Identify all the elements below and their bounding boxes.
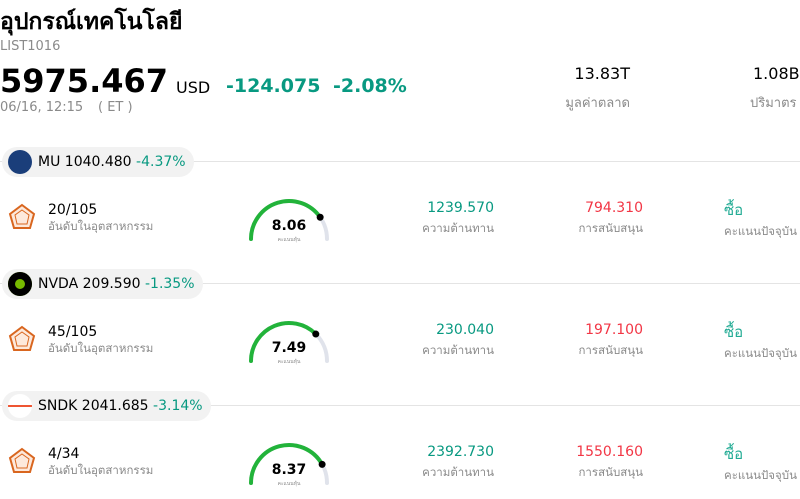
gauge-fill <box>249 443 325 485</box>
currency: USD <box>176 78 211 97</box>
rating: ซื้อ <box>724 445 744 463</box>
rank-icon-shape <box>8 325 36 351</box>
score-gauge: 8.37 คะแนนหุ้น <box>249 443 329 487</box>
rank-icon-shape <box>8 447 36 473</box>
resistance: 2392.730 <box>427 444 494 460</box>
support-label: การสนับสนุน <box>578 465 643 479</box>
stock-change: -3.14% <box>153 398 203 414</box>
support-label: การสนับสนุน <box>578 221 643 235</box>
score: 8.37 <box>272 462 307 478</box>
rating-label: คะแนนปัจจุบัน <box>724 346 797 360</box>
stock-change: -1.35% <box>144 276 195 292</box>
stock-name: MU 1040.480 -4.37% <box>38 154 186 170</box>
rank-icon-inner <box>14 331 30 347</box>
rank-icon <box>8 203 36 229</box>
rank-icon <box>8 447 36 473</box>
rank-icon-inner <box>14 209 30 225</box>
title: อุปกรณ์เทคโนโลยี <box>0 9 183 35</box>
stock-change: -4.37% <box>136 154 186 170</box>
stock-logo <box>8 150 32 174</box>
gauge-dot <box>318 460 326 468</box>
ticker: NVDA <box>38 276 79 292</box>
score-gauge: 8.06 คะแนนหุ้น <box>249 199 329 243</box>
stock-pill[interactable]: SNDK 2041.685 -3.14% <box>2 391 211 421</box>
score-gauge: 7.49 คะแนนหุ้น <box>249 321 329 365</box>
support: 794.310 <box>585 200 643 216</box>
stock-price: 1040.480 <box>64 154 132 170</box>
ticker: SNDK <box>38 398 78 414</box>
rating-label: คะแนนปัจจุบัน <box>724 468 797 482</box>
rank-icon <box>8 325 36 351</box>
gauge-dot <box>316 213 324 221</box>
rank: 4/34 <box>48 446 80 462</box>
score: 7.49 <box>272 340 307 356</box>
gauge-fill <box>249 199 323 241</box>
timezone: ( ET ) <box>98 100 133 115</box>
price: 5975.467 <box>0 62 169 100</box>
rank: 45/105 <box>48 324 98 340</box>
rank-label: อันดับในอุตสาหกรรม <box>48 219 154 233</box>
score: 8.06 <box>272 218 307 234</box>
rating: ซื้อ <box>724 201 744 219</box>
resistance-label: ความต้านทาน <box>422 465 494 479</box>
stock-price: 209.590 <box>82 276 141 292</box>
rank-label: อันดับในอุตสาหกรรม <box>48 463 154 477</box>
resistance: 230.040 <box>436 322 494 338</box>
support: 1550.160 <box>576 444 643 460</box>
stock-price: 2041.685 <box>81 398 149 414</box>
market-cap: 13.83T <box>574 64 630 83</box>
market-cap-label: มูลค่าตลาด <box>565 96 630 111</box>
support: 197.100 <box>585 322 643 338</box>
score-label: คะแนนหุ้น <box>278 480 301 487</box>
rank: 20/105 <box>48 202 98 218</box>
resistance-label: ความต้านทาน <box>422 221 494 235</box>
stock-name: NVDA 209.590 -1.35% <box>38 276 195 292</box>
rank-icon-inner <box>14 453 30 469</box>
time: 06/16, 12:15 <box>0 100 84 115</box>
rating-label: คะแนนปัจจุบัน <box>724 224 797 238</box>
separator <box>0 405 800 406</box>
score-label: คะแนนหุ้น <box>278 358 301 365</box>
change: -124.075 <box>226 75 321 97</box>
volume: 1.08B <box>753 64 800 83</box>
ticker: MU <box>38 154 61 170</box>
rating: ซื้อ <box>724 323 744 341</box>
support-label: การสนับสนุน <box>578 343 643 357</box>
gauge-dot <box>312 330 320 338</box>
score-label: คะแนนหุ้น <box>278 236 301 243</box>
resistance: 1239.570 <box>427 200 494 216</box>
stock-logo <box>8 394 32 418</box>
stock-logo <box>8 272 32 296</box>
stock-pill[interactable]: NVDA 209.590 -1.35% <box>2 269 203 299</box>
stock-pill[interactable]: MU 1040.480 -4.37% <box>2 147 194 177</box>
stock-name: SNDK 2041.685 -3.14% <box>38 398 203 414</box>
code: LIST1016 <box>0 39 61 54</box>
separator <box>0 161 800 162</box>
resistance-label: ความต้านทาน <box>422 343 494 357</box>
rank-icon-shape <box>8 203 36 229</box>
rank-label: อันดับในอุตสาหกรรม <box>48 341 154 355</box>
separator <box>0 283 800 284</box>
volume-label: ปริมาตร <box>750 96 797 111</box>
gauge-fill <box>249 321 318 363</box>
change-pct: -2.08% <box>333 75 407 97</box>
